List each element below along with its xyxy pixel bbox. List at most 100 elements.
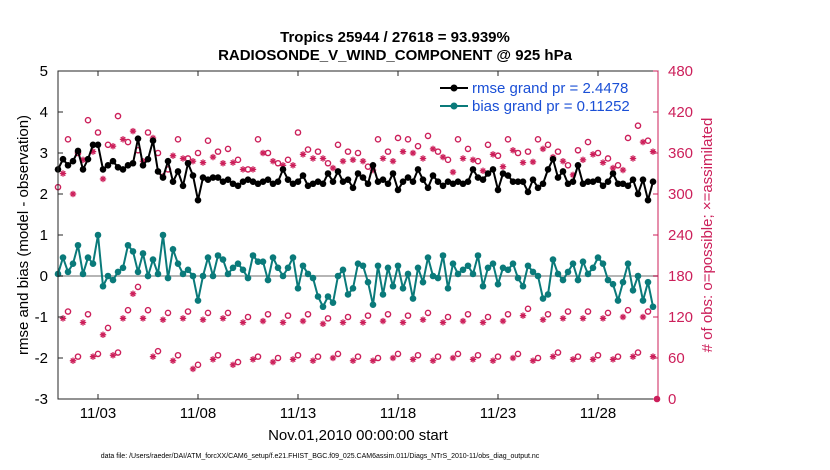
y-tick-label-left: -3 bbox=[35, 391, 48, 408]
asterisk-stroke bbox=[310, 358, 316, 364]
rmse-point bbox=[214, 174, 222, 181]
bias-point bbox=[259, 258, 267, 265]
obs-possible-point bbox=[414, 142, 422, 150]
bias-point bbox=[354, 260, 362, 268]
obs-possible-point bbox=[564, 161, 572, 169]
obs-assimilated-point bbox=[99, 331, 107, 338]
obs-possible-point bbox=[174, 351, 182, 359]
x-axis: 11/03 11/08 11/13 11/18 11/23 11/28 bbox=[80, 71, 616, 422]
obs-possible-point bbox=[554, 349, 562, 356]
obs-assimilated-point bbox=[479, 167, 487, 174]
obs-possible-point bbox=[594, 149, 602, 157]
obs-assimilated-point bbox=[519, 312, 527, 319]
asterisk-stroke bbox=[220, 315, 226, 322]
bias-point bbox=[534, 272, 542, 280]
rmse-point bbox=[74, 147, 82, 155]
rmse-point bbox=[314, 178, 322, 185]
bias-point bbox=[179, 270, 187, 278]
obs-assimilated-point bbox=[449, 168, 457, 176]
rmse-point bbox=[354, 170, 362, 177]
bias-point bbox=[429, 272, 437, 280]
obs-assimilated-point bbox=[209, 153, 217, 161]
obs-assimilated-point bbox=[509, 354, 517, 362]
asterisk-stroke bbox=[400, 319, 406, 326]
bias-point bbox=[594, 254, 602, 261]
rmse-point bbox=[164, 157, 172, 165]
rmse-point bbox=[449, 180, 457, 188]
obs-possible-point bbox=[104, 324, 112, 332]
asterisk-stroke bbox=[190, 366, 196, 372]
obs-possible-point bbox=[574, 146, 582, 154]
obs-possible-point bbox=[334, 350, 342, 358]
obs-assimilated-point bbox=[189, 365, 197, 373]
rmse-point bbox=[199, 174, 207, 181]
rmse-point bbox=[179, 182, 187, 190]
y-axis-label-right: # of obs: o=possible; ×=assimilated bbox=[699, 118, 716, 353]
obs-possible-point bbox=[384, 148, 392, 155]
bias-point bbox=[544, 291, 552, 298]
rmse-point bbox=[64, 162, 72, 169]
rmse-point bbox=[289, 180, 297, 188]
asterisk-stroke bbox=[410, 150, 416, 156]
obs-assimilated-point bbox=[389, 158, 397, 165]
asterisk-stroke bbox=[260, 150, 266, 156]
bias-point bbox=[399, 285, 407, 292]
asterisk-stroke bbox=[470, 157, 476, 163]
obs-assimilated-point bbox=[109, 352, 117, 359]
obs-possible-point bbox=[64, 308, 72, 315]
obs-possible-point bbox=[124, 138, 132, 146]
rmse-point bbox=[534, 184, 542, 192]
asterisk-stroke bbox=[450, 355, 456, 361]
rmse-point bbox=[259, 178, 267, 185]
rmse-point bbox=[334, 168, 342, 175]
asterisk-stroke bbox=[520, 159, 526, 166]
bias-point bbox=[369, 301, 377, 309]
asterisk-stroke bbox=[610, 356, 616, 363]
rmse-point bbox=[159, 174, 167, 181]
asterisk-stroke bbox=[480, 319, 486, 326]
asterisk-stroke bbox=[260, 318, 266, 324]
asterisk-stroke bbox=[540, 317, 546, 323]
rmse-point bbox=[469, 166, 477, 173]
rmse-point bbox=[254, 180, 262, 188]
asterisk-stroke bbox=[600, 159, 606, 166]
bias-point bbox=[389, 282, 397, 290]
obs-assimilated-point bbox=[539, 145, 547, 153]
rmse-point bbox=[284, 176, 292, 183]
obs-assimilated-point bbox=[209, 356, 217, 363]
obs-possible-point bbox=[124, 306, 132, 314]
bias-point bbox=[234, 260, 242, 268]
asterisk-stroke bbox=[380, 318, 386, 324]
obs-assimilated-point bbox=[499, 317, 507, 325]
asterisk-stroke bbox=[140, 315, 146, 322]
y-axis-label-left: rmse and bias (model - observation) bbox=[15, 115, 32, 355]
asterisk-stroke bbox=[430, 146, 436, 152]
rmse-point bbox=[504, 172, 512, 179]
asterisk-stroke bbox=[210, 356, 216, 363]
obs-possible-point bbox=[304, 310, 312, 318]
asterisk-stroke bbox=[320, 321, 326, 327]
asterisk-stroke bbox=[340, 319, 346, 326]
obs-assimilated-point bbox=[649, 148, 657, 155]
rmse-point bbox=[89, 141, 97, 149]
x-tick-label: 11/08 bbox=[180, 405, 216, 422]
obs-possible-point bbox=[314, 353, 322, 360]
obs-possible-point bbox=[294, 351, 302, 359]
obs-assimilated-point bbox=[169, 152, 177, 159]
bias-point bbox=[209, 272, 217, 280]
obs-possible-point bbox=[284, 156, 292, 164]
left-y-axis: -3 -2 -1 0 1 2 3 4 5 bbox=[35, 63, 63, 408]
obs-assimilated-point bbox=[179, 155, 187, 162]
obs-assimilated-point bbox=[69, 190, 77, 198]
asterisk-stroke bbox=[270, 359, 276, 365]
rmse-point bbox=[389, 170, 397, 177]
bias-point bbox=[254, 258, 262, 265]
obs-assimilated-point bbox=[479, 319, 487, 326]
rmse-point bbox=[224, 176, 232, 183]
asterisk-stroke bbox=[380, 155, 386, 162]
bias-point bbox=[644, 278, 652, 286]
obs-assimilated-point bbox=[339, 319, 347, 326]
asterisk-stroke bbox=[240, 166, 246, 173]
obs-possible-point bbox=[524, 305, 532, 313]
bias-point bbox=[89, 260, 97, 268]
